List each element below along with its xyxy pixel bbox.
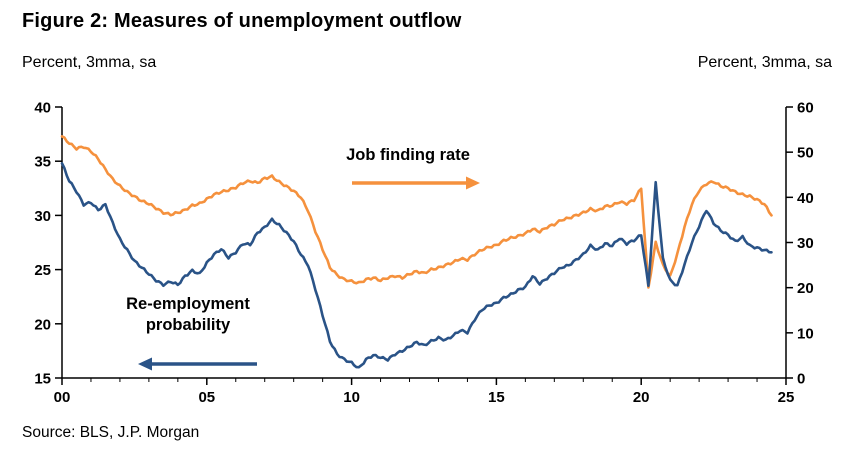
source-note: Source: BLS, J.P. Morgan — [22, 424, 200, 441]
right-tick-label: 60 — [797, 100, 814, 117]
left-tick-label: 40 — [34, 100, 51, 117]
left-tick-label: 25 — [34, 262, 51, 279]
series-line-job-finding-rate — [60, 135, 773, 289]
right-tick-label: 20 — [797, 280, 814, 297]
x-tick-label: 10 — [343, 389, 360, 406]
figure-title: Figure 2: Measures of unemployment outfl… — [22, 10, 462, 32]
right-tick-label: 10 — [797, 325, 814, 342]
right-axis-units-label: Percent, 3mma, sa — [697, 54, 832, 71]
right-tick-label: 0 — [797, 371, 805, 388]
right-tick-label: 50 — [797, 145, 814, 162]
x-tick-label: 05 — [198, 389, 215, 406]
left-tick-label: 20 — [34, 316, 51, 333]
annotation-job-finding-rate: Job finding rate — [346, 146, 470, 164]
left-tick-label: 15 — [34, 371, 51, 388]
left-tick-label: 30 — [34, 208, 51, 225]
x-tick-label: 25 — [778, 389, 795, 406]
job-finding-rate-arrow-head — [466, 176, 480, 190]
x-tick-label: 00 — [54, 389, 71, 406]
re-employment-probability-arrow-head — [138, 357, 152, 371]
left-tick-label: 35 — [34, 154, 51, 171]
annotation-re-employment-probability: Re-employment probability — [126, 295, 250, 334]
x-tick-label: 15 — [488, 389, 505, 406]
right-tick-label: 40 — [797, 190, 814, 207]
x-tick-label: 20 — [633, 389, 650, 406]
left-axis-units-label: Percent, 3mma, sa — [22, 54, 157, 71]
right-tick-label: 30 — [797, 235, 814, 252]
series-line-re-employment-probability — [60, 162, 773, 369]
